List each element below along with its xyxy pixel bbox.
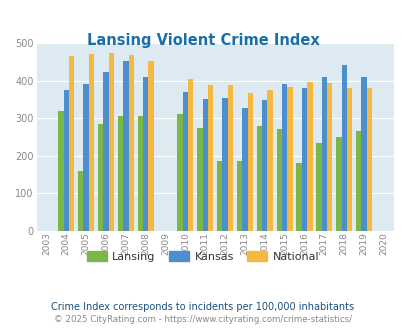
Bar: [256, 126, 262, 231]
Bar: [355, 131, 360, 231]
Bar: [78, 171, 83, 231]
Bar: [326, 83, 332, 231]
Bar: [307, 82, 312, 231]
Bar: [202, 99, 207, 231]
Bar: [276, 129, 281, 231]
Bar: [117, 116, 123, 231]
Bar: [137, 116, 143, 231]
Bar: [177, 115, 182, 231]
Bar: [315, 143, 321, 231]
Bar: [109, 53, 114, 231]
Text: Lansing Violent Crime Index: Lansing Violent Crime Index: [86, 33, 319, 48]
Bar: [346, 88, 352, 231]
Bar: [69, 56, 74, 231]
Text: Crime Index corresponds to incidents per 100,000 inhabitants: Crime Index corresponds to incidents per…: [51, 302, 354, 312]
Bar: [143, 77, 148, 231]
Bar: [335, 137, 341, 231]
Bar: [89, 54, 94, 231]
Bar: [128, 55, 134, 231]
Bar: [296, 163, 301, 231]
Bar: [148, 61, 153, 231]
Bar: [222, 98, 227, 231]
Bar: [321, 77, 326, 231]
Bar: [64, 90, 69, 231]
Bar: [247, 92, 252, 231]
Bar: [83, 84, 89, 231]
Bar: [267, 90, 272, 231]
Bar: [58, 111, 64, 231]
Bar: [207, 85, 213, 231]
Legend: Lansing, Kansas, National: Lansing, Kansas, National: [82, 247, 323, 267]
Bar: [197, 128, 202, 231]
Bar: [188, 79, 193, 231]
Bar: [287, 87, 292, 231]
Bar: [182, 92, 188, 231]
Text: © 2025 CityRating.com - https://www.cityrating.com/crime-statistics/: © 2025 CityRating.com - https://www.city…: [54, 315, 351, 324]
Bar: [227, 85, 232, 231]
Bar: [237, 161, 242, 231]
Bar: [341, 65, 346, 231]
Bar: [123, 61, 128, 231]
Bar: [301, 88, 307, 231]
Bar: [360, 77, 366, 231]
Bar: [242, 108, 247, 231]
Bar: [103, 72, 109, 231]
Bar: [366, 88, 371, 231]
Bar: [262, 100, 267, 231]
Bar: [98, 124, 103, 231]
Bar: [281, 84, 287, 231]
Bar: [217, 161, 222, 231]
